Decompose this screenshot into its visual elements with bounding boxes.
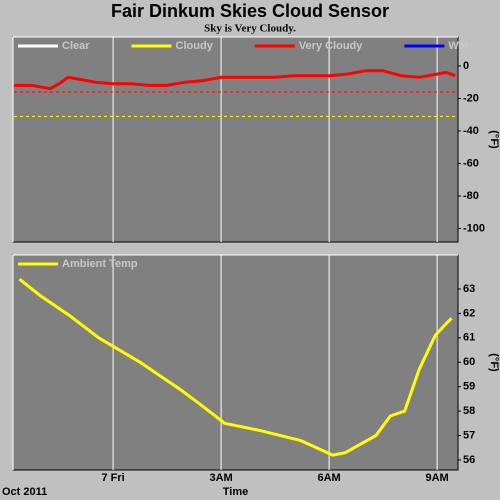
y-axis-label: (°F) bbox=[488, 130, 500, 149]
legend-label: Cloudy bbox=[176, 40, 214, 52]
plot-area bbox=[12, 254, 459, 471]
legend-label: Ambient Temp bbox=[62, 258, 138, 270]
y-tick-label: -40 bbox=[463, 125, 479, 137]
data-line bbox=[14, 69, 456, 91]
plot-area bbox=[12, 36, 459, 243]
y-tick-label: 0 bbox=[463, 60, 469, 72]
x-tick-label: 6AM bbox=[317, 472, 340, 484]
y-tick-label: 62 bbox=[463, 307, 475, 319]
y-axis-label: (°F) bbox=[488, 353, 500, 372]
y-tick-label: 63 bbox=[463, 283, 475, 295]
y-tick-label: 56 bbox=[463, 454, 475, 466]
y-tick-label: 61 bbox=[463, 332, 475, 344]
data-line bbox=[18, 278, 453, 457]
y-tick-label: 60 bbox=[463, 356, 475, 368]
x-tick-label: 7 Fri bbox=[101, 472, 124, 484]
legend-label: Wet bbox=[448, 40, 468, 52]
legend-label: Very Cloudy bbox=[299, 40, 363, 52]
chart-subtitle: Sky is Very Cloudy. bbox=[204, 23, 296, 35]
x-tick-label: 9AM bbox=[426, 472, 449, 484]
y-tick-label: 57 bbox=[463, 429, 475, 441]
y-tick-label: 58 bbox=[463, 405, 475, 417]
y-tick-label: -60 bbox=[463, 157, 479, 169]
x-corner-label: Oct 2011 bbox=[2, 486, 47, 498]
x-axis-label: Time bbox=[223, 486, 248, 498]
chart-title: Fair Dinkum Skies Cloud Sensor bbox=[111, 1, 389, 21]
legend-label: Clear bbox=[62, 40, 90, 52]
x-tick-label: 3AM bbox=[209, 472, 232, 484]
y-tick-label: 59 bbox=[463, 381, 475, 393]
y-tick-label: -20 bbox=[463, 92, 479, 104]
y-tick-label: -100 bbox=[463, 222, 485, 234]
y-tick-label: -80 bbox=[463, 190, 479, 202]
